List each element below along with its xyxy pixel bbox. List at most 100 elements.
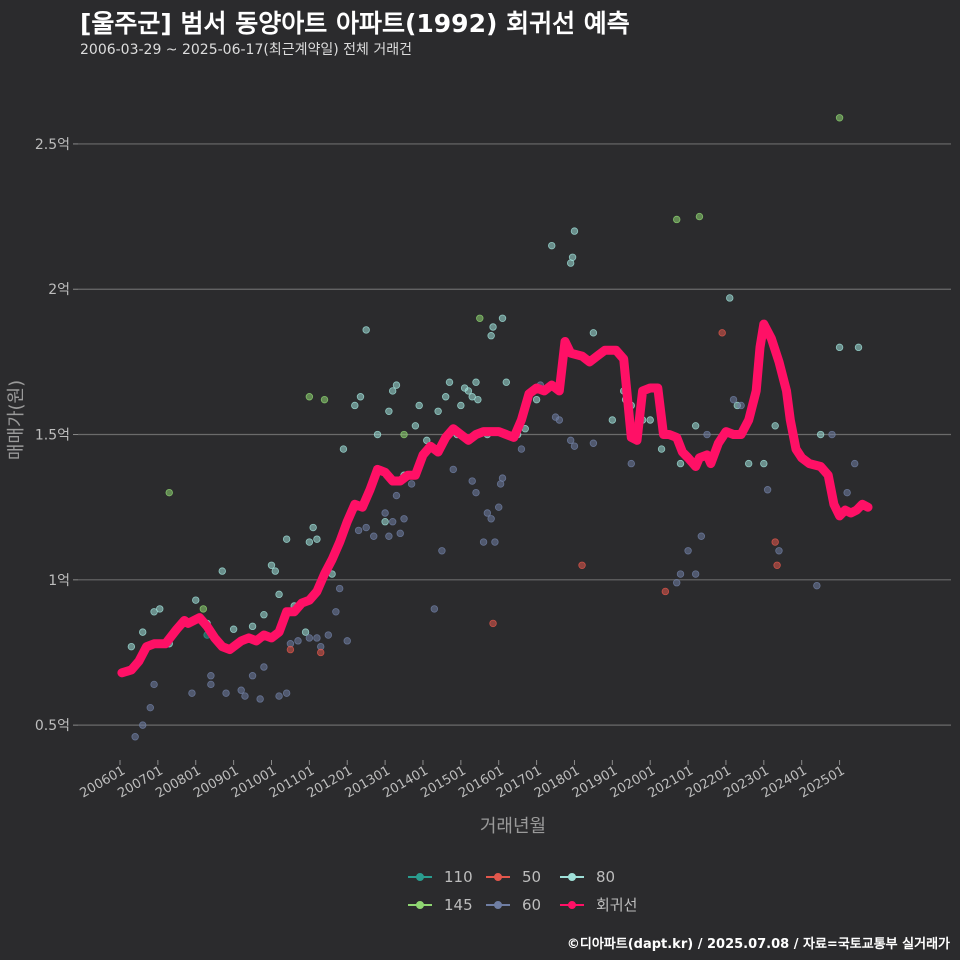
data-point-80 — [339, 445, 348, 453]
data-point-60 — [430, 605, 439, 613]
data-point-80 — [568, 253, 577, 261]
data-point-80 — [150, 608, 158, 616]
data-point-60 — [400, 515, 408, 523]
data-point-50 — [771, 538, 779, 546]
data-point-60 — [555, 416, 564, 424]
data-point-60 — [495, 503, 503, 511]
y-tick-label: 2.5억 — [35, 137, 70, 153]
y-tick-label: 1억 — [48, 573, 70, 589]
data-point-50 — [661, 587, 670, 596]
data-point-80 — [760, 459, 768, 468]
data-point-145 — [199, 605, 208, 613]
data-point-80 — [474, 395, 482, 404]
data-point-60 — [627, 459, 635, 468]
data-point-80 — [489, 323, 497, 331]
data-point-60 — [146, 703, 154, 712]
data-point-50 — [718, 329, 726, 337]
data-point-145 — [305, 393, 314, 401]
data-point-60 — [256, 695, 264, 703]
data-point-60 — [324, 631, 332, 639]
data-point-60 — [676, 570, 685, 578]
data-point-80 — [267, 561, 276, 569]
scatter-points — [127, 114, 863, 741]
data-point-60 — [487, 515, 495, 523]
data-point-60 — [139, 721, 147, 729]
data-point-60 — [703, 430, 711, 439]
data-point-60 — [248, 672, 257, 680]
data-point-80 — [309, 523, 317, 532]
legend: 110 50 80 145 60 회귀선 — [408, 868, 637, 914]
data-point-80 — [487, 332, 495, 340]
data-point-80 — [472, 378, 480, 386]
data-point-80 — [381, 518, 389, 526]
data-point-60 — [468, 477, 476, 485]
source-caption: ©디아파트(dapt.kr) / 2025.07.08 / 자료=국토교통부 실… — [566, 937, 950, 952]
data-point-145 — [320, 395, 329, 404]
data-point-60 — [843, 488, 851, 497]
data-point-50 — [773, 561, 781, 569]
legend-key-dot — [568, 873, 576, 881]
data-point-80 — [260, 611, 268, 619]
data-point-80 — [229, 625, 238, 633]
data-point-145 — [695, 212, 704, 221]
data-point-80 — [373, 430, 382, 439]
legend-key-dot — [494, 901, 502, 909]
data-point-80 — [498, 314, 507, 322]
data-point-80 — [532, 395, 541, 404]
legend-label-50: 50 — [522, 868, 541, 886]
data-point-60 — [305, 634, 314, 642]
data-point-60 — [828, 430, 836, 439]
chart-subtitle: 2006-03-29 ~ 2025-06-17(최근계약일) 전체 거래건 — [80, 42, 412, 58]
data-point-80 — [282, 535, 291, 543]
data-point-60 — [392, 491, 401, 500]
data-point-60 — [775, 547, 783, 555]
data-point-60 — [260, 663, 268, 671]
legend-key-dot — [494, 873, 502, 881]
data-point-60 — [335, 584, 344, 593]
data-point-80 — [218, 567, 226, 575]
data-point-145 — [476, 314, 484, 322]
y-axis-title: 매매가(원) — [6, 380, 27, 460]
data-point-60 — [131, 733, 139, 741]
data-point-80 — [248, 622, 257, 631]
data-point-80 — [657, 445, 666, 453]
data-point-60 — [684, 547, 692, 555]
data-point-60 — [691, 570, 700, 578]
data-point-60 — [813, 581, 821, 590]
y-tick-label: 2억 — [48, 282, 70, 298]
data-point-80 — [415, 401, 423, 410]
data-point-60 — [294, 637, 302, 645]
y-gridlines — [78, 143, 951, 726]
data-point-80 — [676, 459, 685, 468]
data-point-60 — [438, 547, 446, 555]
data-point-80 — [434, 407, 442, 415]
data-point-60 — [282, 689, 291, 697]
data-point-80 — [468, 393, 476, 401]
chart-title: [울주군] 범서 동양아트 아파트(1992) 회귀선 예측 — [80, 9, 630, 38]
data-point-80 — [301, 628, 310, 636]
data-point-80 — [271, 567, 279, 575]
data-point-80 — [816, 430, 825, 439]
data-point-60 — [479, 538, 488, 546]
data-point-60 — [697, 532, 706, 540]
data-point-145 — [673, 215, 681, 224]
data-point-145 — [400, 430, 408, 439]
data-point-80 — [388, 387, 397, 395]
data-point-80 — [457, 401, 465, 410]
data-point-50 — [489, 619, 497, 628]
data-point-60 — [343, 637, 351, 645]
data-point-60 — [498, 474, 507, 482]
data-point-80 — [313, 535, 321, 543]
data-point-60 — [491, 538, 499, 546]
y-tick-label: 1.5억 — [35, 428, 70, 444]
data-point-80 — [570, 227, 579, 235]
data-point-60 — [313, 634, 321, 642]
data-point-80 — [127, 642, 136, 651]
data-point-60 — [449, 465, 457, 474]
x-axis-title: 거래년월 — [480, 816, 546, 837]
data-point-60 — [241, 692, 249, 700]
data-point-80 — [854, 343, 863, 352]
data-point-60 — [589, 439, 598, 447]
data-point-80 — [646, 416, 654, 424]
data-point-80 — [362, 326, 370, 334]
